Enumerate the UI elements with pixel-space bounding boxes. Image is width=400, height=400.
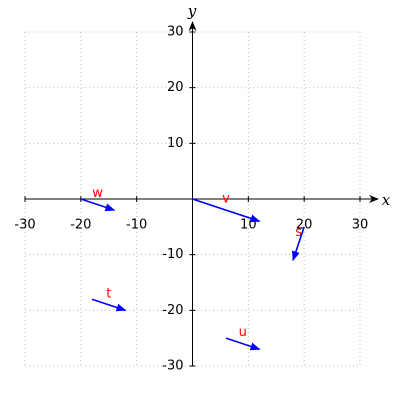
vector-label: t bbox=[106, 286, 111, 301]
vector-label: s bbox=[295, 225, 302, 240]
vector-arrow bbox=[80, 198, 116, 212]
vector-arrow bbox=[91, 298, 127, 312]
y-tick-label: -10 bbox=[162, 247, 183, 262]
x-tick-label: 20 bbox=[296, 218, 313, 233]
y-tick-label: 10 bbox=[167, 136, 184, 151]
x-tick-label: -10 bbox=[126, 218, 147, 233]
vector-label: v bbox=[222, 192, 230, 207]
y-tick-label: 20 bbox=[167, 80, 184, 95]
vector-label: w bbox=[92, 186, 103, 201]
x-axis-title: x bbox=[382, 191, 391, 209]
vectors: v w s t u bbox=[80, 186, 305, 351]
vector-arrow bbox=[225, 337, 261, 351]
vector-arrow bbox=[292, 226, 305, 262]
vector-arrow bbox=[192, 198, 261, 223]
y-tick-label: -20 bbox=[162, 303, 183, 318]
x-tick-label: -20 bbox=[70, 218, 91, 233]
y-axis-title: y bbox=[187, 2, 197, 20]
y-tick-label: 30 bbox=[167, 25, 184, 40]
x-tick-label: 30 bbox=[352, 218, 369, 233]
y-tick-label: -30 bbox=[162, 359, 183, 374]
x-tick-label: -30 bbox=[14, 218, 35, 233]
vector-label: u bbox=[239, 325, 247, 340]
